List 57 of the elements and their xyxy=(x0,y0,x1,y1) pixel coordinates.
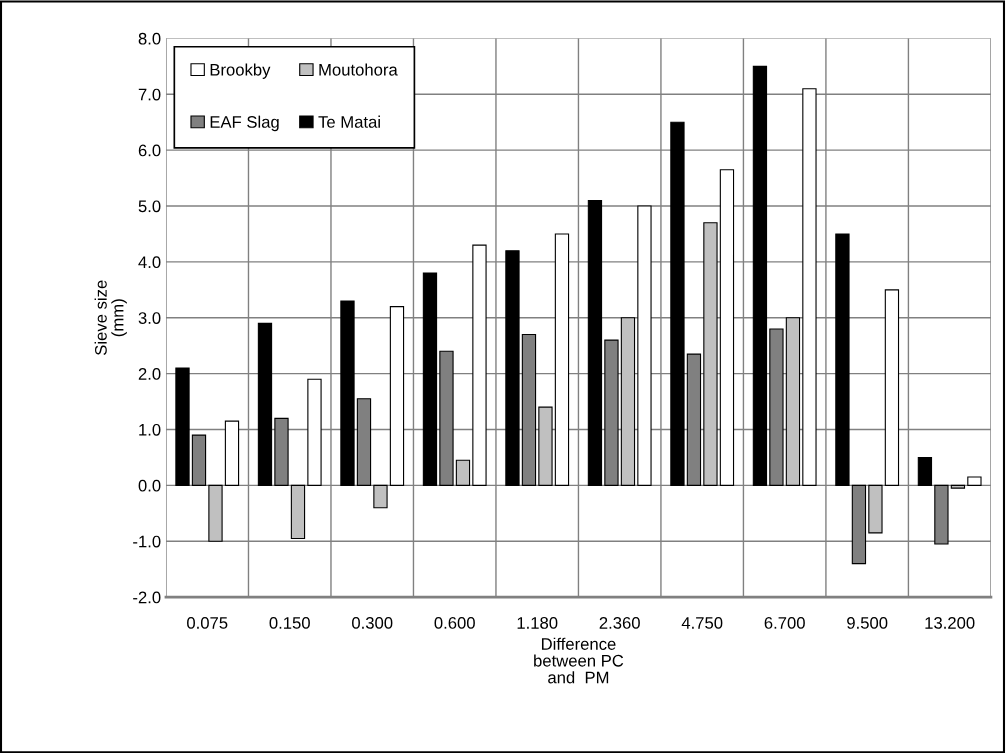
bar xyxy=(340,300,355,486)
bar xyxy=(389,306,405,486)
bar xyxy=(884,289,900,486)
bar xyxy=(455,459,471,486)
y-axis-title: Sieve size (mm) xyxy=(94,280,127,355)
y-tick-label: -1.0 xyxy=(133,535,161,548)
legend-label: EAF Slag xyxy=(210,115,279,132)
bar xyxy=(835,233,850,486)
bar xyxy=(719,169,735,486)
x-axis-title: Difference between PC and PM xyxy=(534,637,624,684)
x-tick-label: 4.750 xyxy=(681,617,723,629)
y-tick-label: -2.0 xyxy=(133,591,161,604)
y-tick-label: 2.0 xyxy=(138,368,161,380)
bar xyxy=(224,420,240,486)
x-tick-label: 0.600 xyxy=(434,617,475,629)
bar xyxy=(587,199,603,486)
y-tick-label: 3.0 xyxy=(138,312,161,324)
bar xyxy=(620,317,636,486)
bar xyxy=(868,484,883,534)
x-tick-label: 0.075 xyxy=(187,617,228,629)
bar xyxy=(373,484,388,509)
bar xyxy=(967,476,982,486)
bar xyxy=(703,222,718,486)
y-tick-label: 1.0 xyxy=(139,423,161,436)
x-tick-label: 13.200 xyxy=(925,617,975,629)
y-tick-label: 7.0 xyxy=(138,88,161,101)
bar xyxy=(307,378,322,486)
legend-label: Moutohora xyxy=(319,63,398,76)
legend-label: Brookby xyxy=(210,63,271,79)
x-tick-label: 1.180 xyxy=(517,617,558,629)
bar xyxy=(290,484,306,540)
x-tick-label: 0.300 xyxy=(352,617,393,629)
y-tick-label: 8.0 xyxy=(138,32,161,45)
bar xyxy=(472,244,487,486)
bar xyxy=(637,205,652,486)
bar xyxy=(752,65,768,486)
bar xyxy=(802,88,817,486)
bar xyxy=(175,367,190,486)
x-tick-label: 9.500 xyxy=(847,617,888,629)
x-tick-label: 0.150 xyxy=(269,617,310,629)
bar xyxy=(208,484,223,542)
x-tick-label: 6.700 xyxy=(764,617,805,629)
legend-label: Te Matai xyxy=(318,115,380,128)
bar xyxy=(554,233,570,486)
bar xyxy=(505,250,520,486)
y-tick-label: 6.0 xyxy=(138,144,161,157)
bar xyxy=(538,406,553,486)
x-tick-label: 2.360 xyxy=(599,617,640,629)
y-tick-label: 0.0 xyxy=(138,479,161,492)
bar xyxy=(422,272,438,486)
y-tick-label: 4.0 xyxy=(138,256,161,269)
bar xyxy=(950,484,966,489)
bar xyxy=(257,322,273,486)
bar xyxy=(785,317,801,486)
y-tick-label: 5.0 xyxy=(138,200,161,213)
bar xyxy=(670,121,685,486)
bar xyxy=(917,456,933,486)
